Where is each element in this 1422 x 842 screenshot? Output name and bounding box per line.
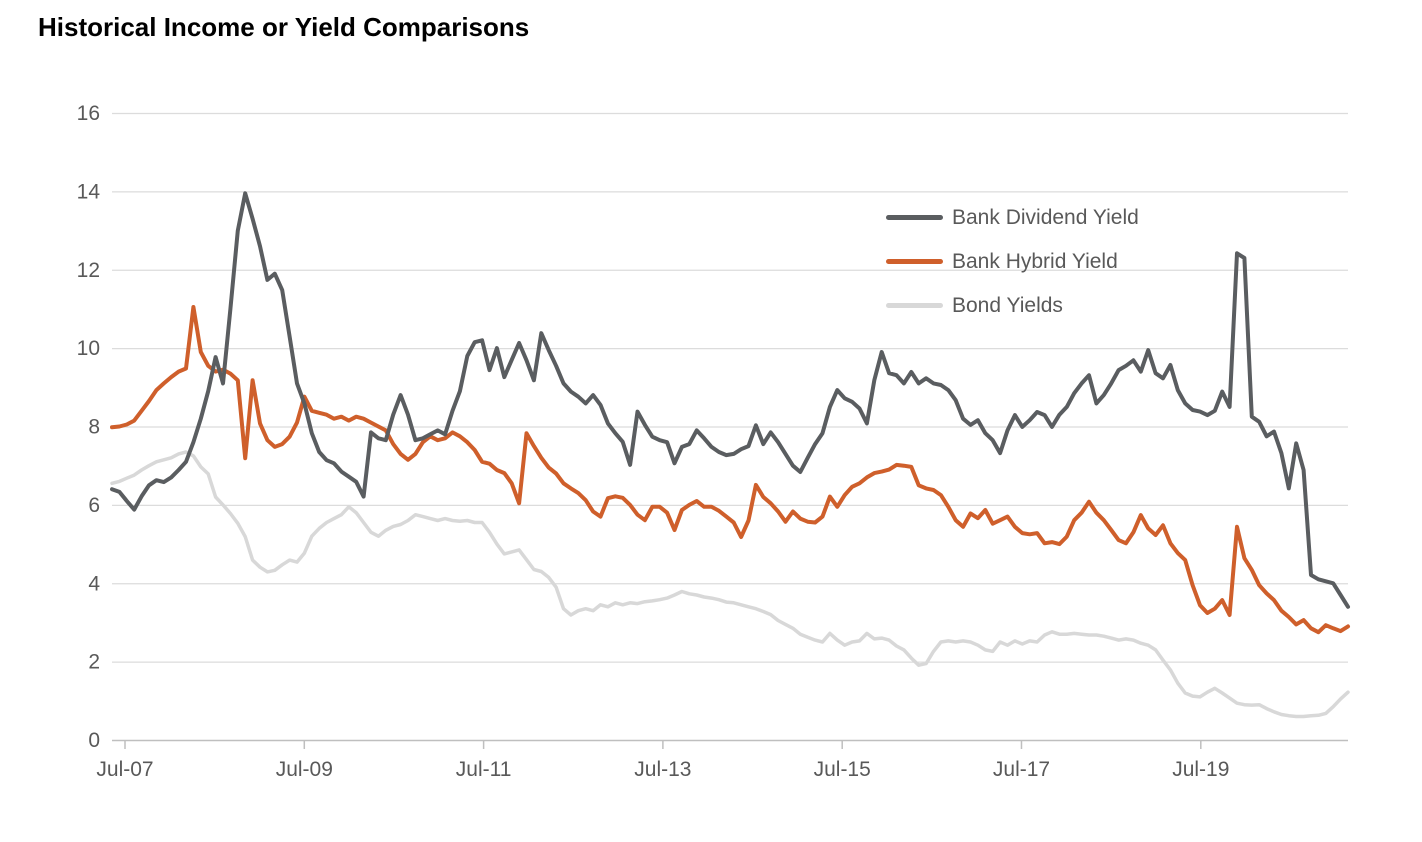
legend-line-swatch-icon [886,303,943,308]
legend-line-swatch-icon [886,259,943,264]
x-axis-tick-label: Jul-09 [276,758,333,781]
y-axis-tick-label: 0 [88,729,100,752]
series-line-bank-dividend-yield [110,191,1350,609]
series-line-bank-hybrid-yield [110,305,1350,635]
x-axis-tick-label: Jul-11 [456,758,512,781]
y-axis-tick-label: 14 [77,180,101,203]
y-axis-tick-label: 8 [88,416,100,439]
y-axis-tick-label: 4 [88,572,100,595]
y-axis-tick-label: 16 [77,102,100,125]
x-axis-tick-label: Jul-07 [96,758,153,781]
legend-line-swatch-icon [886,215,943,220]
legend-item-bank-hybrid-yield: Bank Hybrid Yield [886,249,1139,274]
y-axis-tick-label: 12 [77,259,100,282]
chart-title: Historical Income or Yield Comparisons [38,12,530,42]
legend-item-bank-dividend-yield: Bank Dividend Yield [886,205,1139,230]
legend-label: Bank Dividend Yield [952,206,1139,229]
legend-label: Bank Hybrid Yield [952,250,1118,273]
series-line-bond-yields [110,450,1350,719]
x-axis-tick-label: Jul-19 [1172,758,1229,781]
x-axis-tick-label: Jul-15 [814,758,871,781]
y-axis-tick-label: 2 [88,651,100,674]
chart-legend: Bank Dividend Yield Bank Hybrid Yield Bo… [886,205,1139,337]
x-axis-tick-label: Jul-13 [634,758,691,781]
legend-item-bond-yields: Bond Yields [886,293,1139,318]
x-axis-tick-label: Jul-17 [993,758,1050,781]
y-axis-tick-label: 10 [77,337,100,360]
legend-label: Bond Yields [952,294,1063,317]
y-axis-tick-label: 6 [88,494,100,517]
